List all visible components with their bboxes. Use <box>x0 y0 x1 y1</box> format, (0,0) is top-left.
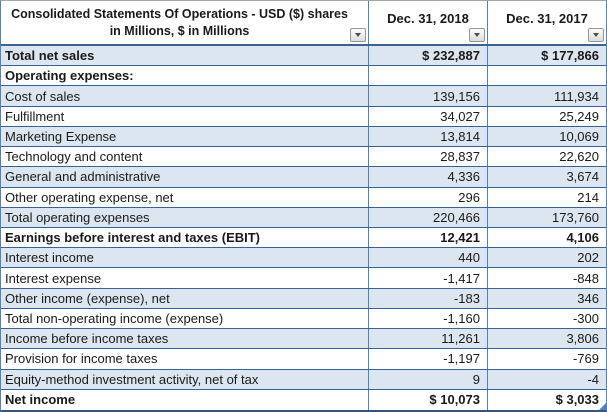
table-row: Provision for income taxes -1,197 -769 <box>1 349 606 370</box>
table-header-row: Consolidated Statements Of Operations - … <box>1 1 606 46</box>
row-value-2017-cell[interactable]: 111,934 <box>553 88 599 104</box>
row-value-2018-cell[interactable]: 139,156 <box>369 86 488 106</box>
row-label-cell[interactable]: Equity-method investment activity, net o… <box>1 369 369 389</box>
row-value-2018-cell[interactable]: -1,197 <box>369 349 488 369</box>
table-row: Net income $ 10,073 $ 3,033 <box>1 389 606 410</box>
row-value-2017-cell[interactable]: -769 <box>572 351 599 367</box>
row-value-2017-cell[interactable]: $ 3,033 <box>555 392 599 408</box>
row-value-2017-cell[interactable] <box>488 66 606 85</box>
row-label-cell[interactable]: Total non-operating income (expense) <box>1 308 369 329</box>
row-value-2018-cell[interactable]: 13,814 <box>369 126 488 147</box>
table-row: Equity-method investment activity, net o… <box>1 369 606 390</box>
row-value-2017-cell[interactable]: 10,069 <box>559 128 599 144</box>
row-label-cell[interactable]: Marketing Expense <box>1 126 369 147</box>
table-row: Total operating expenses 220,466 173,760 <box>1 207 606 228</box>
row-value-2018-cell[interactable]: 220,466 <box>369 207 488 227</box>
table-row: Earnings before interest and taxes (EBIT… <box>1 227 606 249</box>
row-value-2018-cell[interactable] <box>369 66 488 86</box>
table-row: Interest income 440 202 <box>1 248 606 269</box>
row-value-2018-cell[interactable]: 440 <box>369 248 488 268</box>
row-value-2017-cell[interactable]: 3,674 <box>566 169 599 185</box>
row-value-2018-cell[interactable]: $ 232,887 <box>369 46 488 66</box>
header-title-cell[interactable]: Consolidated Statements Of Operations - … <box>1 1 369 44</box>
table-title-line1: Consolidated Statements Of Operations - … <box>11 6 348 21</box>
row-label-cell[interactable]: General and administrative <box>1 167 369 187</box>
row-value-2018-cell[interactable]: $ 10,073 <box>369 389 488 410</box>
table-title-line2: in Millions, $ in Millions <box>109 23 250 38</box>
row-value-2017-cell[interactable]: $ 177,866 <box>541 48 599 64</box>
chevron-down-icon <box>355 33 361 37</box>
row-label-cell[interactable]: Technology and content <box>1 147 369 167</box>
header-col-2018-cell[interactable]: Dec. 31, 2018 <box>369 1 488 44</box>
row-value-2017-cell[interactable]: -4 <box>587 371 599 387</box>
row-value-2017-cell[interactable]: 4,106 <box>566 230 599 246</box>
table-row: Interest expense -1,417 -848 <box>1 268 606 289</box>
row-label-cell[interactable]: Provision for income taxes <box>1 349 369 369</box>
row-value-2017-cell[interactable]: 346 <box>577 290 599 306</box>
table-row: Technology and content 28,837 22,620 <box>1 147 606 168</box>
row-label-cell[interactable]: Operating expenses: <box>1 66 369 86</box>
table-row: Total net sales $ 232,887 $ 177,866 <box>1 46 606 67</box>
row-value-2017-cell[interactable]: -300 <box>572 310 599 326</box>
table-row: Fulfillment 34,027 25,249 <box>1 106 606 127</box>
row-value-2017-cell[interactable]: 22,620 <box>559 149 599 165</box>
table-body: Total net sales $ 232,887 $ 177,866 Operati… <box>1 46 606 410</box>
row-label-cell[interactable]: Income before income taxes <box>1 329 369 349</box>
chevron-down-icon <box>593 33 599 37</box>
row-label-cell[interactable]: Fulfillment <box>1 106 369 126</box>
table-row: Operating expenses: <box>1 66 606 87</box>
row-value-2018-cell[interactable]: -183 <box>369 288 488 308</box>
row-value-2018-cell[interactable]: 296 <box>369 187 488 207</box>
filter-dropdown-button[interactable] <box>350 28 366 42</box>
row-value-2018-cell[interactable]: 12,421 <box>369 227 488 248</box>
row-label-cell[interactable]: Net income <box>1 389 369 410</box>
row-value-2017-cell[interactable]: 214 <box>577 189 599 205</box>
row-label-cell[interactable]: Total operating expenses <box>1 207 369 227</box>
filter-dropdown-button[interactable] <box>469 28 485 42</box>
table-row: Cost of sales 139,156 111,934 <box>1 86 606 107</box>
row-label-cell[interactable]: Interest expense <box>1 268 369 288</box>
table-resize-handle[interactable] <box>599 403 606 410</box>
row-value-2018-cell[interactable]: -1,160 <box>369 308 488 329</box>
chevron-down-icon <box>474 33 480 37</box>
row-value-2018-cell[interactable]: 9 <box>369 369 488 389</box>
table-row: Total non-operating income (expense) -1,1… <box>1 308 606 330</box>
table-row: Other operating expense, net 296 214 <box>1 187 606 208</box>
row-label-cell[interactable]: Interest income <box>1 248 369 268</box>
row-value-2018-cell[interactable]: 34,027 <box>369 106 488 126</box>
row-label-cell[interactable]: Earnings before interest and taxes (EBIT… <box>1 227 369 248</box>
row-value-2017-cell[interactable]: -848 <box>572 270 599 286</box>
row-value-2017-cell[interactable]: 202 <box>577 250 599 266</box>
row-label-cell[interactable]: Other income (expense), net <box>1 288 369 308</box>
table-row: General and administrative 4,336 3,674 <box>1 167 606 188</box>
row-value-2018-cell[interactable]: 4,336 <box>369 167 488 187</box>
table-row: Marketing Expense 13,814 10,069 <box>1 126 606 148</box>
row-label-cell[interactable]: Cost of sales <box>1 86 369 106</box>
row-value-2017-cell[interactable]: 173,760 <box>552 209 599 225</box>
row-value-2017-cell[interactable]: 25,249 <box>559 108 599 124</box>
row-value-2017-cell[interactable]: 3,806 <box>566 331 599 347</box>
row-label-cell[interactable]: Other operating expense, net <box>1 187 369 207</box>
row-label-cell[interactable]: Total net sales <box>1 46 369 66</box>
row-value-2018-cell[interactable]: 28,837 <box>369 147 488 167</box>
header-col-2017-cell[interactable]: Dec. 31, 2017 <box>488 1 606 44</box>
row-value-2018-cell[interactable]: 11,261 <box>369 329 488 349</box>
table-row: Other income (expense), net -183 346 <box>1 288 606 309</box>
column-header-2017: Dec. 31, 2017 <box>506 10 588 26</box>
row-value-2018-cell[interactable]: -1,417 <box>369 268 488 288</box>
table-row: Income before income taxes 11,261 3,806 <box>1 329 606 350</box>
column-header-2018: Dec. 31, 2018 <box>387 10 469 26</box>
filter-dropdown-button[interactable] <box>588 28 604 42</box>
